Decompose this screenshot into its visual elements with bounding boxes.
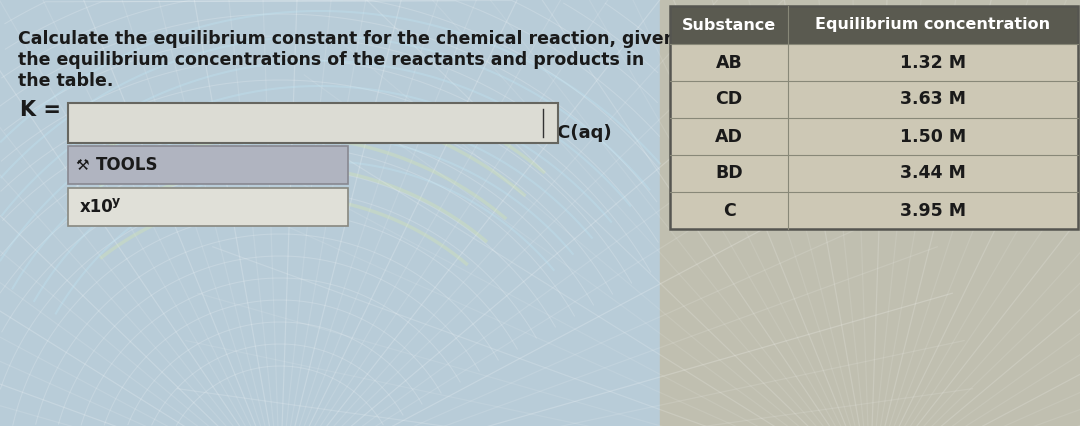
Bar [68, 146, 348, 184]
Bar [670, 81, 1078, 118]
Text: ⚒: ⚒ [76, 158, 89, 173]
Text: 2 AB(aq) + 4 CD(aq) ⇌ 2 AD(aq) + 2 BD(aq) + 4 C(aq): 2 AB(aq) + 4 CD(aq) ⇌ 2 AD(aq) + 2 BD(aq… [75, 124, 611, 142]
Text: Calculate the equilibrium constant for the chemical reaction, given: Calculate the equilibrium constant for t… [18, 30, 676, 48]
Bar [670, 6, 1078, 44]
Bar [670, 118, 1078, 155]
Text: 3.44 M: 3.44 M [900, 164, 966, 182]
Text: y: y [112, 196, 120, 208]
Text: 1.50 M: 1.50 M [900, 127, 967, 146]
Text: 1.32 M: 1.32 M [900, 54, 967, 72]
Bar [670, 192, 1078, 229]
Text: TOOLS: TOOLS [96, 156, 159, 174]
Bar [68, 188, 348, 226]
Text: x10: x10 [80, 198, 113, 216]
Text: CD: CD [715, 90, 743, 109]
Bar [670, 44, 1078, 81]
Text: Equilibrium concentration: Equilibrium concentration [815, 17, 1051, 32]
Bar [670, 6, 1078, 229]
Text: Substance: Substance [681, 17, 777, 32]
Text: the equilibrium concentrations of the reactants and products in: the equilibrium concentrations of the re… [18, 51, 645, 69]
Text: 3.63 M: 3.63 M [900, 90, 966, 109]
Text: the table.: the table. [18, 72, 113, 90]
Bar [670, 155, 1078, 192]
Text: 3.95 M: 3.95 M [900, 201, 967, 219]
Text: K =: K = [21, 100, 60, 120]
Text: C: C [723, 201, 735, 219]
Text: AB: AB [716, 54, 742, 72]
Bar [660, 0, 1080, 426]
Bar [68, 103, 558, 143]
Text: BD: BD [715, 164, 743, 182]
Text: AD: AD [715, 127, 743, 146]
